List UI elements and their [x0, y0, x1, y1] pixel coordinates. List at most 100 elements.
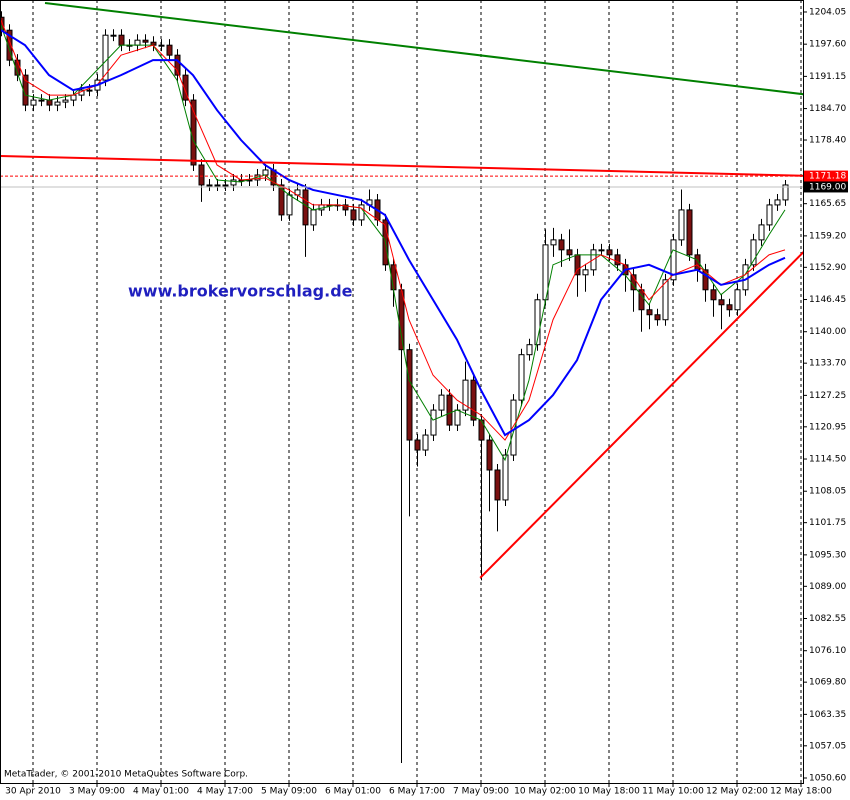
watermark: www.brokervorschlag.de: [128, 282, 353, 301]
indicator-line: [479, 251, 803, 579]
candle-body: [686, 209, 693, 256]
candle-body: [518, 354, 525, 401]
candle-body: [550, 239, 557, 246]
y-tick-label: 1127.25: [809, 391, 846, 401]
x-tick-label: 10 May 02:00: [514, 787, 576, 797]
candle-body: [214, 184, 221, 187]
candle-body: [758, 224, 765, 241]
candle-body: [166, 44, 173, 56]
candle-body: [646, 309, 653, 316]
candle-body: [342, 204, 349, 211]
candle-body: [654, 314, 661, 321]
price-label-bg: [804, 181, 848, 193]
candle-body: [206, 184, 213, 187]
price-label: 1171.18: [809, 172, 846, 182]
y-tick-label: 1197.60: [809, 40, 846, 50]
y-tick-label: 1108.05: [809, 487, 846, 497]
x-tick-label: 10 May 18:00: [578, 787, 640, 797]
candle-body: [462, 379, 469, 411]
y-tick-label: 1165.65: [809, 199, 846, 209]
plot-area: [0, 0, 803, 783]
y-tick-label: 1069.80: [809, 678, 846, 688]
footer: MetaTrader, © 2001-2010 MetaQuotes Softw…: [4, 770, 248, 780]
candle-body: [158, 44, 165, 47]
candle-body: [286, 194, 293, 216]
y-tick-label: 1050.60: [809, 774, 846, 784]
candle-body: [142, 39, 149, 43]
candle-body: [526, 344, 533, 356]
y-tick-label: 1101.75: [809, 518, 846, 528]
candle-body: [718, 299, 725, 306]
candle-body: [62, 99, 69, 103]
candle-body: [262, 169, 269, 176]
candle-body: [614, 254, 621, 266]
candle-body: [54, 101, 61, 106]
indicator-line: [0, 25, 786, 462]
indicator-line: [0, 29, 786, 437]
y-tick-label: 1063.35: [809, 710, 846, 720]
candle-body: [702, 269, 709, 291]
indicator-line: [44, 2, 803, 96]
candle-body: [502, 454, 509, 501]
candle-body: [46, 99, 53, 106]
candle-body: [174, 54, 181, 76]
candle-body: [278, 184, 285, 216]
x-tick-label: 3 May 09:00: [69, 787, 125, 797]
y-tick-label: 1082.55: [809, 614, 846, 624]
candle-body: [678, 209, 685, 241]
price-label-bg: [804, 170, 848, 182]
x-tick-label: 11 May 10:00: [642, 787, 704, 797]
candle-body: [86, 89, 93, 92]
candle-body: [766, 204, 773, 226]
y-tick-label: 1076.10: [809, 646, 846, 656]
x-tick-label: 4 May 17:00: [197, 787, 253, 797]
y-tick-label: 1184.70: [809, 104, 846, 114]
candle-body: [358, 204, 365, 221]
candle-body: [446, 394, 453, 426]
candle-body: [670, 239, 677, 281]
candle-body: [414, 439, 421, 451]
x-tick-label: 4 May 01:00: [133, 787, 189, 797]
candle-body: [190, 99, 197, 166]
candle-body: [662, 279, 669, 321]
candle-body: [430, 409, 437, 436]
candle-body: [734, 289, 741, 311]
y-tick-label: 1178.40: [809, 136, 846, 146]
candle-body: [406, 349, 413, 441]
x-tick-label: 5 May 09:00: [261, 787, 317, 797]
price-label: 1169.00: [809, 182, 846, 192]
y-tick-label: 1204.05: [809, 7, 846, 17]
y-tick-label: 1146.45: [809, 295, 846, 305]
candle-body: [774, 199, 781, 206]
candle-body: [534, 299, 541, 346]
candle-body: [558, 239, 565, 251]
candle-body: [438, 394, 445, 411]
candle-body: [494, 469, 501, 501]
x-tick-label: 30 Apr 2010: [5, 787, 61, 797]
y-tick-label: 1095.30: [809, 550, 846, 560]
y-tick-label: 1133.70: [809, 359, 846, 369]
candle-body: [486, 439, 493, 471]
y-tick-label: 1159.20: [809, 231, 846, 241]
candle-body: [310, 209, 317, 226]
candle-body: [710, 289, 717, 301]
candle-body: [222, 184, 229, 187]
candle-body: [198, 164, 205, 186]
candle-body: [598, 249, 605, 252]
y-tick-label: 1089.00: [809, 582, 846, 592]
candle-body: [134, 39, 141, 46]
plot-border: [0, 0, 804, 784]
indicator-line: [0, 155, 803, 177]
candle-body: [118, 34, 125, 46]
candle-body: [182, 74, 189, 101]
candle-body: [638, 289, 645, 311]
candle-body: [230, 179, 237, 186]
candle-body: [750, 239, 757, 266]
candle-body: [606, 249, 613, 256]
x-tick-label: 6 May 17:00: [389, 787, 445, 797]
candle-body: [726, 304, 733, 311]
indicator-line: [0, 20, 786, 441]
y-tick-label: 1057.05: [809, 741, 846, 751]
